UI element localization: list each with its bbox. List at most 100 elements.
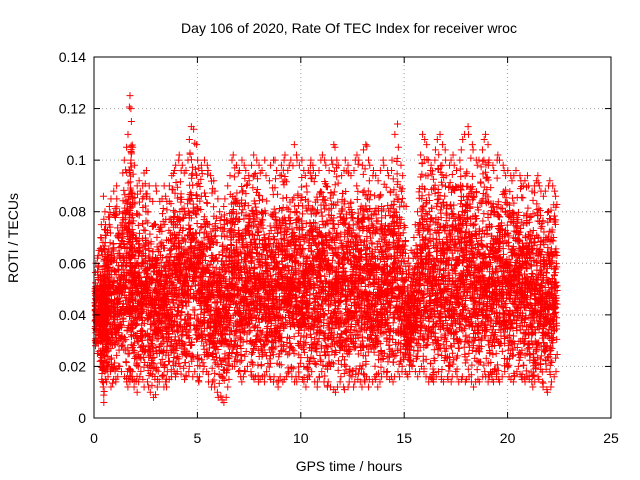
- data-point: [136, 243, 144, 251]
- data-point: [224, 383, 232, 391]
- data-point: [127, 150, 135, 158]
- data-point: [104, 362, 112, 370]
- data-point: [102, 231, 110, 239]
- data-point: [114, 324, 122, 332]
- data-point: [229, 151, 237, 159]
- data-point: [127, 105, 135, 113]
- data-point: [127, 117, 135, 125]
- data-point: [141, 245, 149, 253]
- data-point: [127, 244, 135, 252]
- data-point: [195, 377, 203, 385]
- data-point: [224, 182, 232, 190]
- data-point: [133, 190, 141, 198]
- data-point: [298, 183, 306, 191]
- data-point: [302, 182, 310, 190]
- data-point: [100, 379, 108, 387]
- data-point: [122, 358, 130, 366]
- data-point: [177, 190, 185, 198]
- data-point: [126, 239, 134, 247]
- data-point: [153, 243, 161, 251]
- data-point: [94, 263, 102, 271]
- data-point: [142, 166, 150, 174]
- data-point: [123, 326, 131, 334]
- data-point: [153, 383, 161, 391]
- data-point: [152, 391, 160, 399]
- data-point: [323, 382, 331, 390]
- data-point: [126, 166, 134, 174]
- data-point: [265, 177, 273, 185]
- data-point: [226, 172, 234, 180]
- data-point: [149, 348, 157, 356]
- data-point: [134, 270, 142, 278]
- data-point: [114, 373, 122, 381]
- data-point: [128, 262, 136, 270]
- data-point: [330, 188, 338, 196]
- data-point: [291, 202, 299, 210]
- data-point: [279, 194, 287, 202]
- data-point: [127, 159, 135, 167]
- data-point: [134, 210, 142, 218]
- data-point: [226, 331, 234, 339]
- data-point: [112, 304, 120, 312]
- data-point: [238, 188, 246, 196]
- data-point: [111, 205, 119, 213]
- data-point: [152, 182, 160, 190]
- data-point: [104, 335, 112, 343]
- data-point: [143, 378, 151, 386]
- points-layer: [92, 92, 561, 407]
- data-point: [105, 203, 113, 211]
- data-point: [138, 288, 146, 296]
- data-point: [131, 278, 139, 286]
- data-point: [111, 330, 119, 338]
- data-point: [149, 197, 157, 205]
- data-point: [236, 215, 244, 223]
- data-point: [238, 378, 246, 386]
- data-point: [126, 92, 134, 100]
- data-point: [290, 333, 298, 341]
- data-point: [265, 234, 273, 242]
- data-point: [284, 333, 292, 341]
- data-point: [290, 141, 298, 149]
- data-point: [230, 173, 238, 181]
- data-point: [263, 197, 271, 205]
- data-point: [210, 203, 218, 211]
- data-point: [128, 324, 136, 332]
- data-point: [100, 399, 108, 407]
- data-point: [136, 273, 144, 281]
- data-point: [181, 358, 189, 366]
- data-point: [142, 217, 150, 225]
- data-point: [100, 387, 108, 395]
- data-point: [109, 257, 117, 265]
- data-point: [221, 195, 229, 203]
- data-point: [135, 236, 143, 244]
- data-point: [140, 305, 148, 313]
- data-point: [99, 192, 107, 200]
- data-point: [190, 278, 198, 286]
- data-point: [109, 278, 117, 286]
- data-point: [107, 345, 115, 353]
- data-point: [153, 296, 161, 304]
- data-point: [103, 319, 111, 327]
- data-point: [175, 151, 183, 159]
- data-point: [193, 141, 201, 149]
- data-point: [154, 367, 162, 375]
- data-point: [292, 151, 300, 159]
- data-point: [186, 149, 194, 157]
- data-point: [113, 351, 121, 359]
- data-point: [140, 226, 148, 234]
- data-point: [110, 187, 118, 195]
- data-point: [261, 156, 269, 164]
- data-point: [107, 273, 115, 281]
- data-point: [97, 234, 105, 242]
- data-point: [122, 262, 130, 270]
- data-point: [185, 136, 193, 144]
- data-point: [114, 265, 122, 273]
- data-point: [284, 166, 292, 174]
- data-point: [117, 368, 125, 376]
- data-point: [194, 156, 202, 164]
- data-point: [148, 381, 156, 389]
- data-point: [159, 372, 167, 380]
- data-point: [151, 319, 159, 327]
- data-point: [141, 252, 149, 260]
